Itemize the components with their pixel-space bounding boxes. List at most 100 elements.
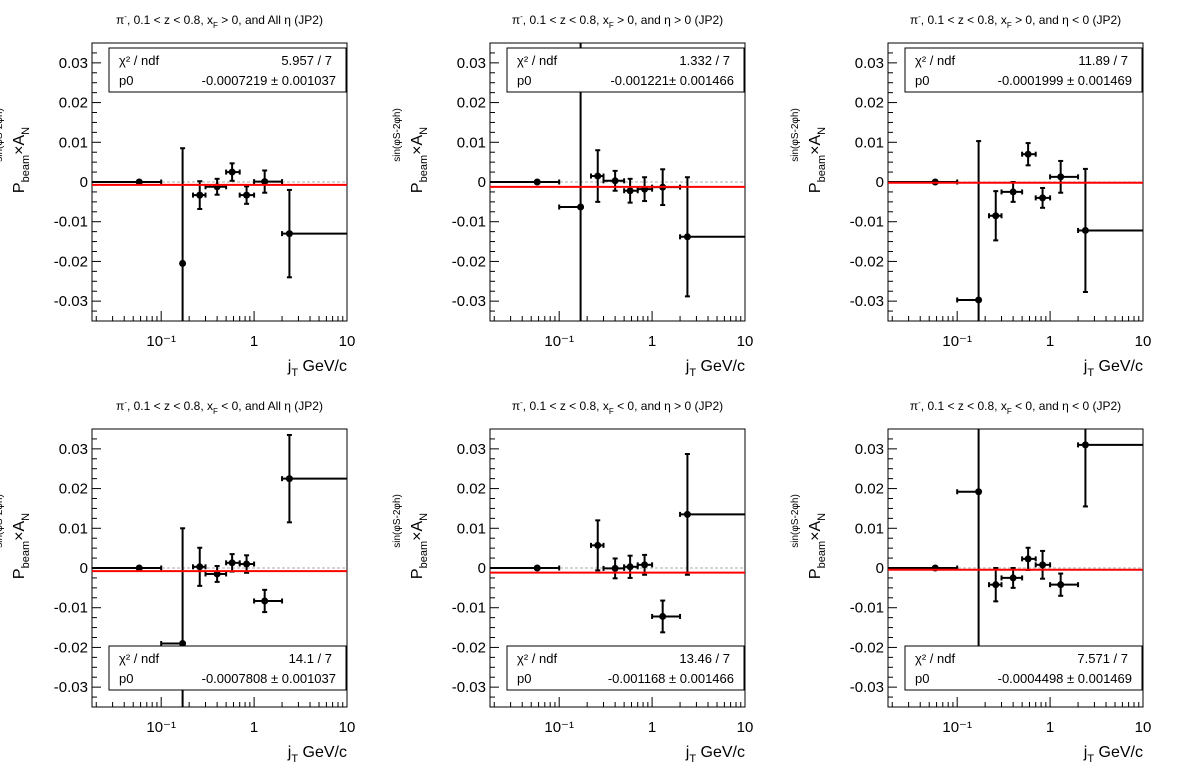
y-tick-label: -0.02: [850, 639, 884, 656]
data-marker: [1009, 574, 1017, 582]
y-label-n: N: [816, 127, 828, 135]
title-pi: π: [116, 13, 124, 27]
stats-box-frame: [904, 645, 1143, 691]
title-sub: F: [213, 407, 218, 416]
y-label-p: P: [409, 182, 426, 193]
x-tick-label: 10⁻¹: [146, 719, 176, 736]
x-tick-label: 1: [648, 719, 656, 736]
stats-box: χ² / ndf 5.957 / 7 p0 -0.0007219 ± 0.001037: [108, 47, 347, 93]
x-label-j: j: [685, 358, 690, 375]
title-part-a: , 0.1 < z < 0.8, x: [127, 399, 213, 413]
data-point: [238, 185, 256, 205]
data-point: [679, 176, 745, 298]
y-label-times: ×A: [11, 135, 28, 155]
y-label-times: ×A: [409, 521, 426, 541]
data-marker: [213, 570, 221, 578]
y-label-p: P: [807, 568, 824, 579]
y-tick-label: -0.02: [452, 639, 486, 656]
data-point: [636, 176, 654, 203]
chi2-value: 13.46 / 7: [679, 651, 730, 666]
title-part-b: < 0, and All η (JP2): [218, 399, 323, 413]
data-point: [490, 178, 561, 186]
data-point: [192, 546, 207, 587]
y-tick-label: 0.02: [457, 481, 486, 498]
data-marker: [992, 212, 1000, 220]
y-tick-label: -0.03: [850, 679, 884, 696]
data-marker: [285, 230, 293, 238]
y-label-n: N: [20, 127, 32, 135]
chart-panel-3: π-, 0.1 < z < 0.8, xF > 0, and η < 0 (JP…: [790, 12, 1151, 379]
data-point: [602, 169, 626, 192]
title-pi: π: [910, 399, 918, 413]
data-point: [1049, 572, 1080, 597]
p0-value: -0.0007219 ± 0.001037: [202, 73, 336, 88]
chi2-label: χ² / ndf: [119, 53, 159, 68]
y-label-beam: beam: [20, 155, 32, 183]
x-tick-label: 1: [250, 719, 258, 736]
y-label-main: Pbeam×AN: [807, 513, 828, 579]
x-label-j: j: [1083, 744, 1088, 761]
data-point: [490, 564, 561, 572]
y-label-main: Pbeam×AN: [409, 513, 430, 579]
y-tick-label: 0.03: [855, 55, 884, 72]
x-tick-label: 10: [339, 719, 356, 736]
data-point: [988, 190, 1003, 242]
y-label-beam: beam: [418, 541, 430, 569]
y-tick-label: -0.03: [452, 679, 486, 696]
title-sub: F: [609, 21, 614, 30]
y-tick-label: 0.03: [59, 441, 88, 458]
y-tick-label: -0.03: [54, 679, 88, 696]
title-part-b: < 0, and η > 0 (JP2): [614, 399, 723, 413]
y-label-n: N: [20, 513, 32, 521]
p0-label: p0: [119, 73, 133, 88]
title-part-a: , 0.1 < z < 0.8, x: [523, 399, 609, 413]
y-tick-label: -0.01: [54, 600, 88, 617]
y-label-beam: beam: [816, 155, 828, 183]
data-marker: [1057, 581, 1065, 589]
chart-title: π-, 0.1 < z < 0.8, xF > 0, and η > 0 (JP…: [512, 12, 723, 30]
data-point: [281, 433, 347, 524]
y-label-superscript: sin(φS-2φh): [392, 494, 403, 548]
data-point: [1000, 181, 1024, 203]
y-tick-label: -0.01: [452, 214, 486, 231]
data-point: [956, 429, 983, 652]
data-marker: [196, 191, 204, 199]
data-point: [623, 554, 639, 579]
data-point: [623, 177, 639, 204]
title-part-b: > 0, and All η (JP2): [218, 13, 323, 27]
x-tick-label: 1: [250, 333, 258, 350]
x-label-rest: GeV/c: [298, 744, 347, 761]
stats-box: χ² / ndf 13.46 / 7 p0 -0.001168 ± 0.001466: [506, 645, 745, 691]
x-label-sub: T: [1087, 753, 1094, 765]
y-tick-label: 0: [80, 174, 88, 191]
y-label-beam: beam: [418, 155, 430, 183]
y-tick-label: 0.03: [457, 55, 486, 72]
y-label-times: ×A: [11, 521, 28, 541]
chi2-label: χ² / ndf: [119, 651, 159, 666]
data-marker: [594, 541, 602, 549]
data-point: [636, 553, 654, 576]
x-tick-label: 10: [339, 333, 356, 350]
y-tick-label: 0.02: [855, 95, 884, 112]
data-marker: [196, 563, 204, 571]
x-axis-label: jT GeV/c: [287, 744, 347, 765]
y-label-p: P: [11, 568, 28, 579]
title-pi: π: [512, 13, 520, 27]
title-minus: -: [124, 12, 127, 21]
x-axis-label: jT GeV/c: [1083, 744, 1143, 765]
data-point: [590, 149, 605, 203]
y-tick-label: -0.02: [452, 253, 486, 270]
data-marker: [243, 191, 251, 199]
title-part-a: , 0.1 < z < 0.8, x: [127, 13, 213, 27]
y-axis-label: Pbeam×AN sin(φS-2φh): [392, 494, 430, 579]
data-point: [281, 188, 347, 279]
y-tick-label: 0: [478, 560, 486, 577]
title-sub: F: [609, 407, 614, 416]
data-marker: [611, 564, 619, 572]
y-label-superscript: sin(φS-2φh): [392, 108, 403, 162]
stats-box-frame: [506, 645, 745, 691]
data-marker: [577, 203, 585, 211]
data-point: [679, 453, 745, 576]
